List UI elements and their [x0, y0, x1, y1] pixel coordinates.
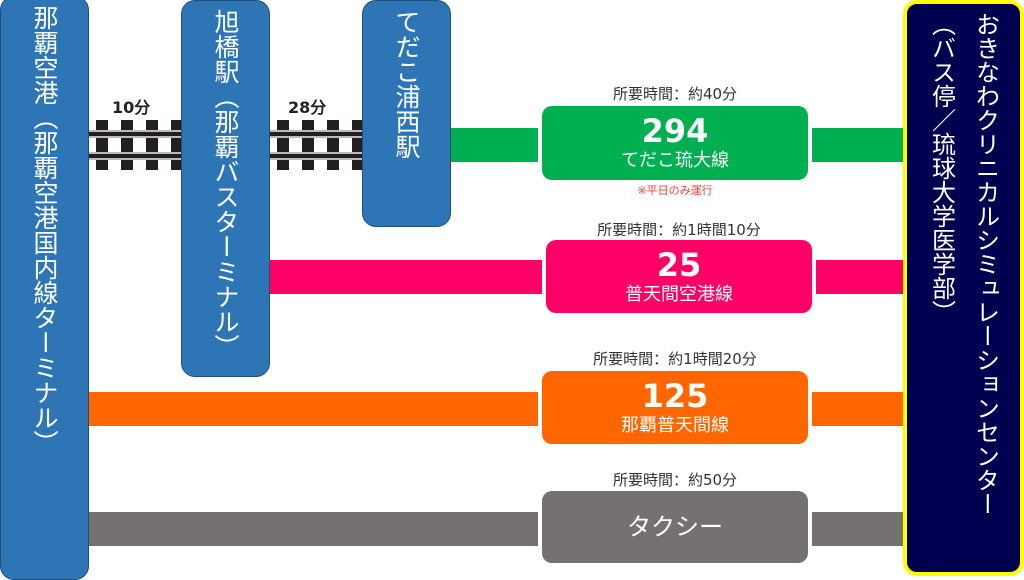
- route-number: 25: [656, 246, 702, 284]
- rail-track-1: [88, 120, 182, 170]
- route-duration: 所要時間：約1時間10分: [597, 221, 761, 239]
- route-duration: 所要時間：約50分: [612, 471, 738, 489]
- route-name: 普天間空港線: [625, 284, 733, 305]
- route-number: 125: [641, 377, 709, 415]
- destination-sub: （バス停／琉球大学医学部）: [927, 12, 956, 324]
- station-naha-airport: 那覇空港（那覇空港国内線ターミナル）: [0, 0, 89, 580]
- station-label: 旭橋駅（那覇バスターミナル）: [211, 9, 240, 359]
- route-name: タクシー: [627, 513, 723, 541]
- route-name: てだこ琉大線: [621, 150, 729, 171]
- route-box-taxi: タクシー: [542, 491, 808, 563]
- route-box-125: 125 那覇普天間線: [542, 371, 808, 444]
- route-number: 294: [641, 112, 709, 150]
- destination-box: おきなわクリニカルシミュレーションセンター （バス停／琉球大学医学部）: [903, 0, 1024, 576]
- station-label: てだこ浦西駅: [392, 9, 421, 159]
- destination-label: おきなわクリニカルシミュレーションセンター （バス停／琉球大学医学部）: [920, 4, 1008, 572]
- route-duration: 所要時間：約1時間20分: [593, 350, 757, 368]
- route-box-25: 25 普天間空港線: [546, 240, 812, 313]
- route-duration: 所要時間：約40分: [612, 85, 738, 103]
- route-note: ※平日のみ運行: [637, 184, 713, 197]
- rail-time-2: 28分: [288, 98, 327, 117]
- rail-track-2: [269, 120, 362, 170]
- route-name: 那覇普天間線: [621, 415, 729, 436]
- station-tedako-uranishi: てだこ浦西駅: [362, 0, 451, 227]
- station-label: 那覇空港（那覇空港国内線ターミナル）: [30, 5, 59, 455]
- rail-time-1: 10分: [112, 98, 151, 117]
- route-box-294: 294 てだこ琉大線: [542, 106, 808, 180]
- destination-name: おきなわクリニカルシミュレーションセンター: [971, 12, 1000, 516]
- station-asahibashi: 旭橋駅（那覇バスターミナル）: [181, 0, 270, 377]
